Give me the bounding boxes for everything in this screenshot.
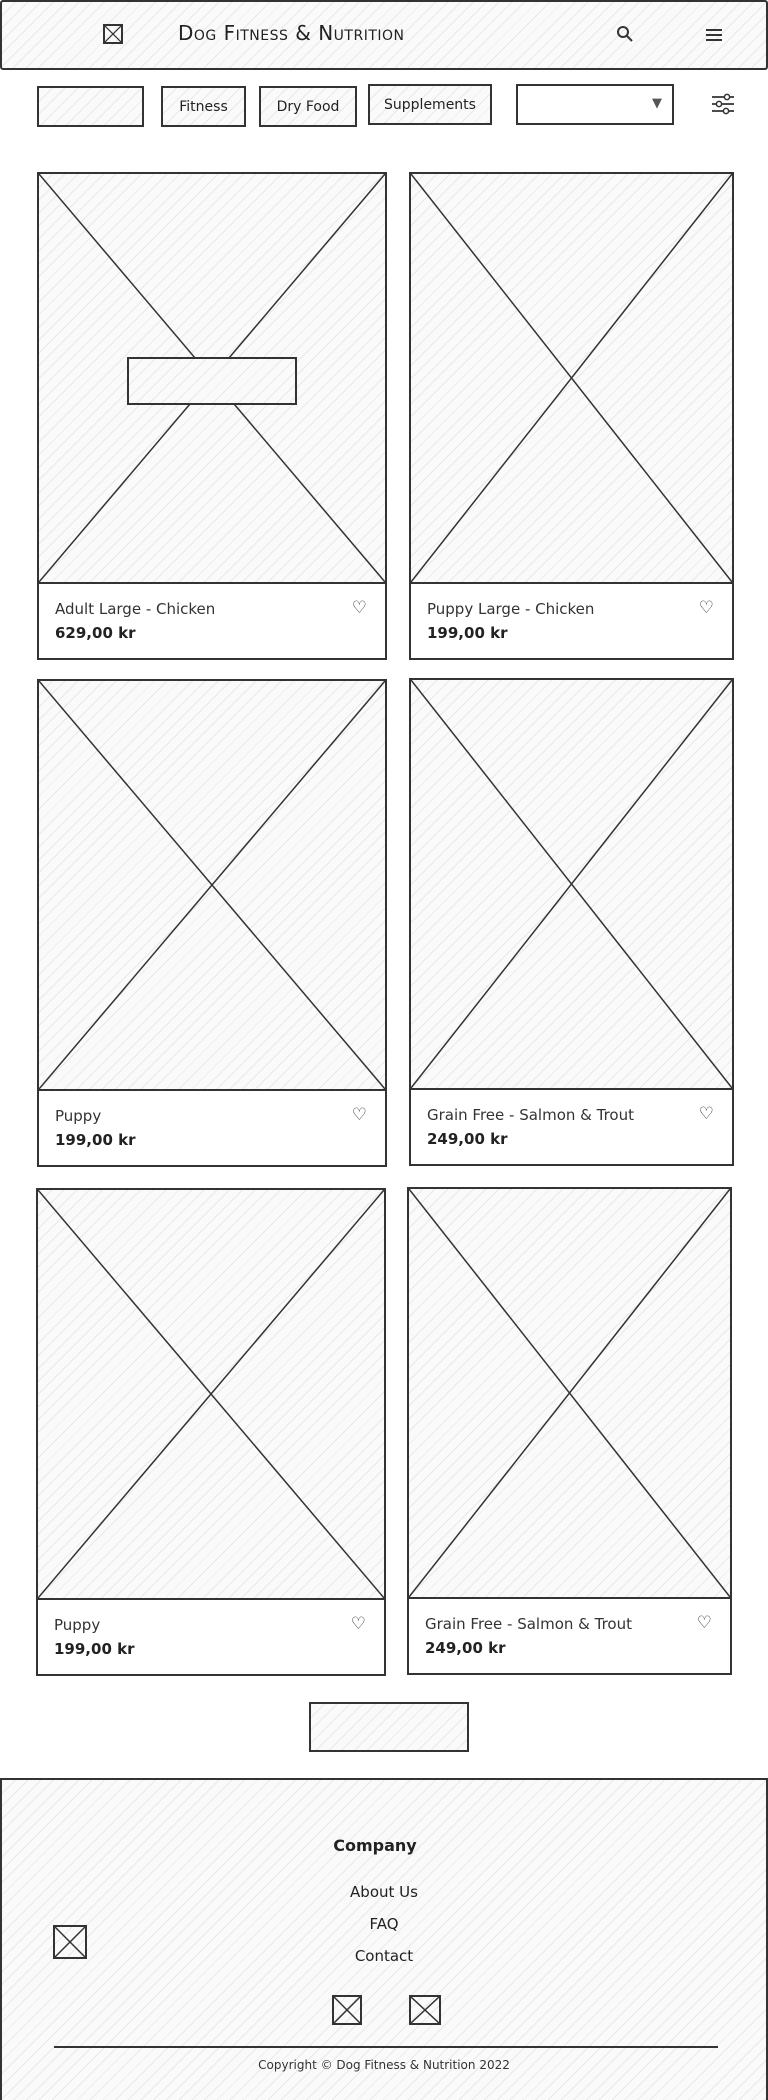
site-title[interactable]: Dog Fitness & Nutrition <box>178 21 405 45</box>
product-name[interactable]: Puppy <box>55 1107 102 1125</box>
sliders-icon[interactable] <box>711 93 735 115</box>
heart-icon[interactable]: ♡ <box>696 1613 712 1633</box>
heart-icon[interactable]: ♡ <box>698 598 714 618</box>
product-price: 199,00 kr <box>55 1131 136 1149</box>
product-name[interactable]: Puppy <box>54 1616 101 1634</box>
footer-heading: Company <box>333 1836 417 1855</box>
product-price: 199,00 kr <box>427 624 508 642</box>
filter-chip-supplements[interactable]: Supplements <box>368 84 492 125</box>
product-price: 249,00 kr <box>425 1639 506 1657</box>
product-name[interactable]: Grain Free - Salmon & Trout <box>427 1106 634 1124</box>
product-image-placeholder[interactable] <box>39 681 385 1091</box>
footer-link-about[interactable]: About Us <box>350 1883 418 1901</box>
chevron-down-icon: ▼ <box>652 96 662 111</box>
copyright-text: Copyright © Dog Fitness & Nutrition 2022 <box>258 2058 510 2072</box>
product-card[interactable]: Grain Free - Salmon & Trout 249,00 kr ♡ <box>409 678 734 1166</box>
product-card[interactable]: Puppy 199,00 kr ♡ <box>36 1188 386 1676</box>
filter-chip-all[interactable] <box>37 86 144 127</box>
product-card[interactable]: Puppy 199,00 kr ♡ <box>37 679 387 1167</box>
footer-link-faq[interactable]: FAQ <box>369 1915 399 1933</box>
filter-chip-dry-food[interactable]: Dry Food <box>259 86 357 127</box>
hamburger-menu-icon[interactable] <box>705 28 723 46</box>
heart-icon[interactable]: ♡ <box>351 598 367 618</box>
logo-placeholder-icon[interactable] <box>103 24 123 44</box>
search-icon[interactable] <box>616 25 634 47</box>
product-image-placeholder[interactable] <box>411 680 732 1090</box>
heart-icon[interactable]: ♡ <box>698 1104 714 1124</box>
product-card[interactable]: Grain Free - Salmon & Trout 249,00 kr ♡ <box>407 1187 732 1675</box>
social-icon-placeholder[interactable] <box>332 1995 362 2025</box>
heart-icon[interactable]: ♡ <box>351 1105 367 1125</box>
load-more-button[interactable] <box>309 1702 469 1752</box>
site-header <box>0 0 768 70</box>
product-price: 629,00 kr <box>55 624 136 642</box>
footer-divider <box>54 2046 718 2048</box>
product-image-placeholder[interactable] <box>39 174 385 584</box>
footer-link-contact[interactable]: Contact <box>354 1947 414 1965</box>
sort-select[interactable]: ▼ <box>516 84 674 125</box>
product-name[interactable]: Puppy Large - Chicken <box>427 600 595 618</box>
heart-icon[interactable]: ♡ <box>350 1614 366 1634</box>
product-card[interactable]: Adult Large - Chicken 629,00 kr ♡ <box>37 172 387 660</box>
product-card[interactable]: Puppy Large - Chicken 199,00 kr ♡ <box>409 172 734 660</box>
product-name[interactable]: Grain Free - Salmon & Trout <box>425 1615 632 1633</box>
product-name[interactable]: Adult Large - Chicken <box>55 600 216 618</box>
footer-logo-placeholder-icon[interactable] <box>53 1925 87 1959</box>
product-image-placeholder[interactable] <box>411 174 732 584</box>
product-image-placeholder[interactable] <box>409 1189 730 1599</box>
filter-chip-fitness[interactable]: Fitness <box>161 86 246 127</box>
social-icon-placeholder[interactable] <box>409 1995 441 2025</box>
product-price: 199,00 kr <box>54 1640 135 1658</box>
image-overlay-button[interactable] <box>127 357 297 405</box>
product-image-placeholder[interactable] <box>38 1190 384 1600</box>
site-footer <box>0 1778 768 2100</box>
product-price: 249,00 kr <box>427 1130 508 1148</box>
